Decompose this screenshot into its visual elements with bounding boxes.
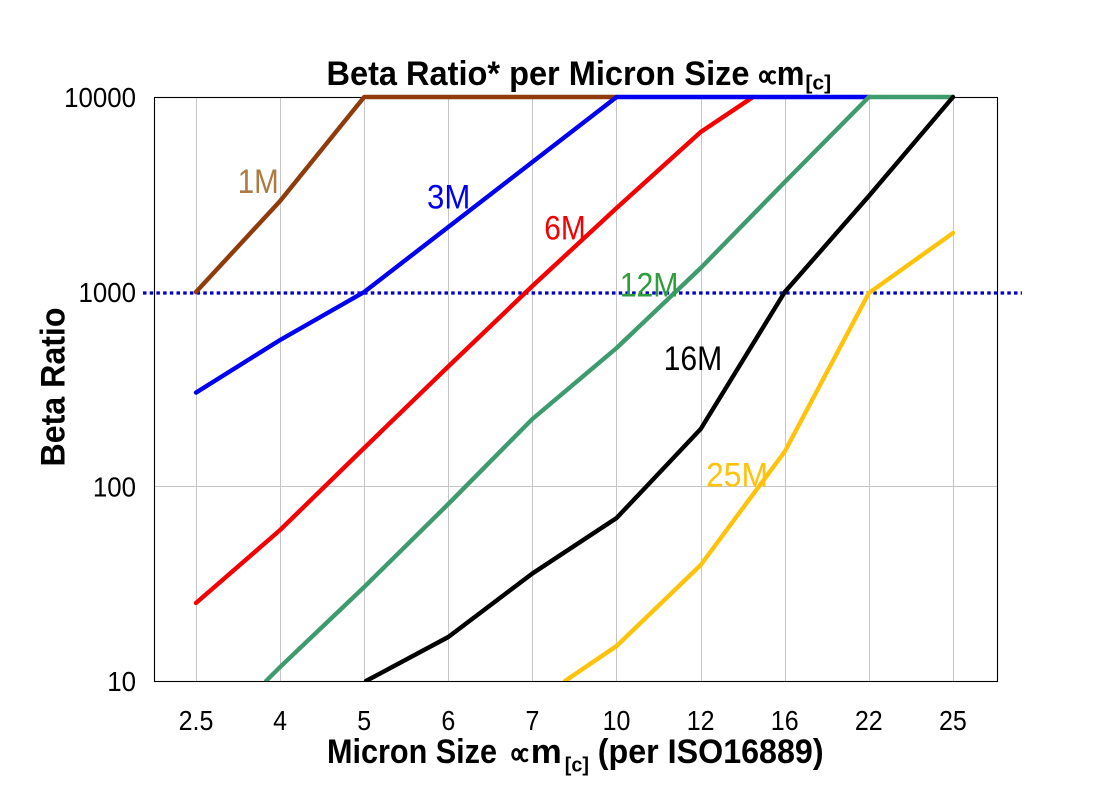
svg-text:12M: 12M <box>620 266 679 304</box>
svg-text:100: 100 <box>93 472 136 503</box>
svg-text:1M: 1M <box>238 163 279 201</box>
svg-text:4: 4 <box>273 705 287 736</box>
svg-text:2.5: 2.5 <box>179 705 214 736</box>
svg-text:Micron Size: Micron Size <box>327 733 497 771</box>
svg-text:16: 16 <box>771 705 799 736</box>
svg-text:m: m <box>531 733 562 771</box>
svg-text:10: 10 <box>603 705 631 736</box>
svg-text:[c]: [c] <box>565 755 589 777</box>
svg-text:Beta Ratio: Beta Ratio <box>34 308 72 467</box>
svg-text:(per ISO16889): (per ISO16889) <box>598 733 824 771</box>
svg-text:22: 22 <box>855 705 883 736</box>
svg-text:1000: 1000 <box>79 277 137 308</box>
svg-text:6: 6 <box>441 705 455 736</box>
svg-text:3M: 3M <box>427 179 470 217</box>
svg-text:5: 5 <box>357 705 371 736</box>
svg-text:[c]: [c] <box>805 71 831 94</box>
svg-text:Beta Ratio* per Micron Size: Beta Ratio* per Micron Size <box>327 55 750 93</box>
svg-text:25M: 25M <box>706 456 768 494</box>
svg-text:10000: 10000 <box>64 82 136 113</box>
svg-text:12: 12 <box>687 705 715 736</box>
svg-text:10: 10 <box>107 666 136 697</box>
svg-text:16M: 16M <box>664 340 723 378</box>
svg-text:25: 25 <box>939 705 967 736</box>
svg-text:6M: 6M <box>544 210 586 248</box>
svg-text:m: m <box>777 55 805 93</box>
svg-text:7: 7 <box>525 705 539 736</box>
